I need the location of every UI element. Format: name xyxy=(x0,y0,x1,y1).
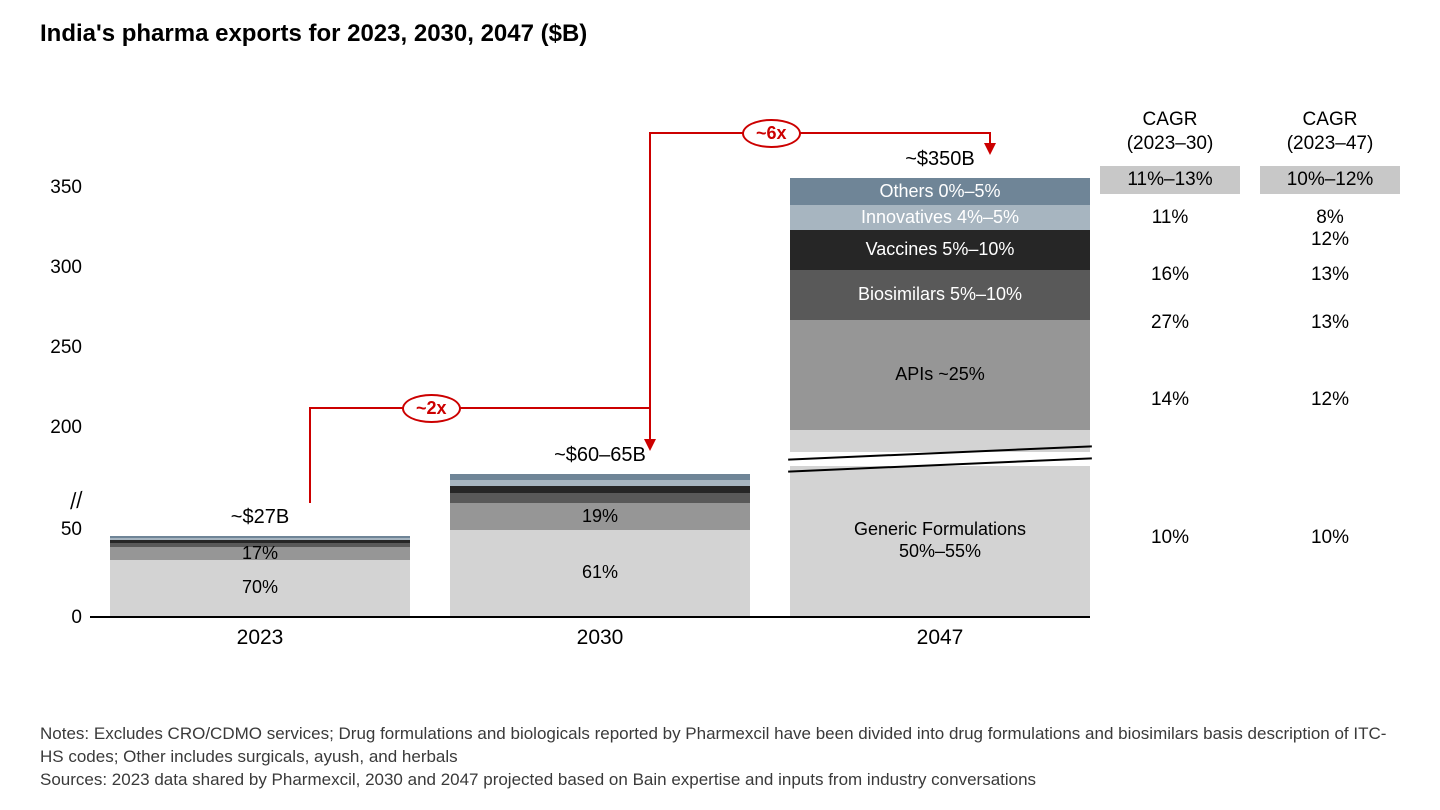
x-label-2030: 2030 xyxy=(450,626,750,650)
cagr-cell: 13% xyxy=(1260,261,1400,289)
cagr-cell: 12% xyxy=(1260,226,1400,254)
cagr-total-1: 11%–13% xyxy=(1100,166,1240,194)
multiplier-label: ~2x xyxy=(402,394,461,423)
y-tick-50: 50 xyxy=(61,519,82,541)
cagr-cell: 27% xyxy=(1100,309,1240,337)
cagr-row: 27% 13% xyxy=(1100,309,1400,337)
bar-2030: 19%61%~$60–65B xyxy=(450,474,750,616)
y-tick-350: 350 xyxy=(50,177,82,199)
segment-vaccines: Vaccines 5%–10% xyxy=(790,230,1090,270)
bar-2047: Others 0%–5%Innovatives 4%–5%Vaccines 5%… xyxy=(790,178,1090,616)
cagr-header-2: CAGR (2023–47) xyxy=(1260,108,1400,156)
segment-vaccines xyxy=(450,486,750,493)
cagr-cell: 12% xyxy=(1260,386,1400,414)
note-line-2: Sources: 2023 data shared by Pharmexcil,… xyxy=(40,769,1400,792)
note-line-1: Notes: Excludes CRO/CDMO services; Drug … xyxy=(40,723,1400,769)
plot-area: 17%70%~$27B19%61%~$60–65BOthers 0%–5%Inn… xyxy=(90,58,1090,618)
segment-biosimilars: Biosimilars 5%–10% xyxy=(790,270,1090,320)
multiplier-label: ~6x xyxy=(742,119,801,148)
y-tick-0: 0 xyxy=(71,607,82,629)
bar-total-label: ~$27B xyxy=(110,506,410,529)
cagr-cell: 14% xyxy=(1100,386,1240,414)
segment-apis: 17% xyxy=(110,547,410,560)
bar-break-icon xyxy=(790,452,1090,466)
segment-innovatives: Innovatives 4%–5% xyxy=(790,205,1090,230)
chart-title: India's pharma exports for 2023, 2030, 2… xyxy=(40,20,1400,48)
segment-generic: Generic Formulations50%–55% xyxy=(790,466,1090,616)
segment-generic: 70% xyxy=(110,560,410,616)
segment-apis: 19% xyxy=(450,503,750,530)
segment-apis: APIs ~25% xyxy=(790,320,1090,430)
cagr-cell xyxy=(1100,226,1240,254)
x-label-2023: 2023 xyxy=(110,626,410,650)
cagr-row: 14% 12% xyxy=(1100,386,1400,414)
y-tick-200: 200 xyxy=(50,417,82,439)
x-label-2047: 2047 xyxy=(790,626,1090,650)
bar-total-label: ~$60–65B xyxy=(450,444,750,467)
segment-others: Others 0%–5% xyxy=(790,178,1090,205)
cagr-total-row: 11%–13% 10%–12% xyxy=(1100,166,1400,194)
y-tick-300: 300 xyxy=(50,257,82,279)
cagr-cell: 10% xyxy=(1100,524,1240,552)
bar-2023: 17%70%~$27B xyxy=(110,536,410,616)
y-axis-break-icon: // xyxy=(68,487,85,515)
cagr-total-2: 10%–12% xyxy=(1260,166,1400,194)
cagr-header: CAGR (2023–30) CAGR (2023–47) xyxy=(1100,108,1400,156)
y-axis: 050200250300350// xyxy=(40,58,90,618)
cagr-cell: 10% xyxy=(1260,524,1400,552)
segment-generic: 61% xyxy=(450,530,750,616)
cagr-cell: 16% xyxy=(1100,261,1240,289)
segment-biosimilars xyxy=(450,493,750,503)
cagr-cell: 13% xyxy=(1260,309,1400,337)
cagr-row: 10% 10% xyxy=(1100,524,1400,552)
chart-container: 050200250300350// 17%70%~$27B19%61%~$60–… xyxy=(40,58,1400,698)
cagr-table: CAGR (2023–30) CAGR (2023–47) 11%–13% 10… xyxy=(1100,108,1400,614)
footnotes: Notes: Excludes CRO/CDMO services; Drug … xyxy=(40,723,1400,792)
cagr-row: 12% xyxy=(1100,226,1400,254)
y-tick-250: 250 xyxy=(50,337,82,359)
bar-total-label: ~$350B xyxy=(790,148,1090,171)
cagr-row: 16% 13% xyxy=(1100,261,1400,289)
cagr-header-1: CAGR (2023–30) xyxy=(1100,108,1240,156)
